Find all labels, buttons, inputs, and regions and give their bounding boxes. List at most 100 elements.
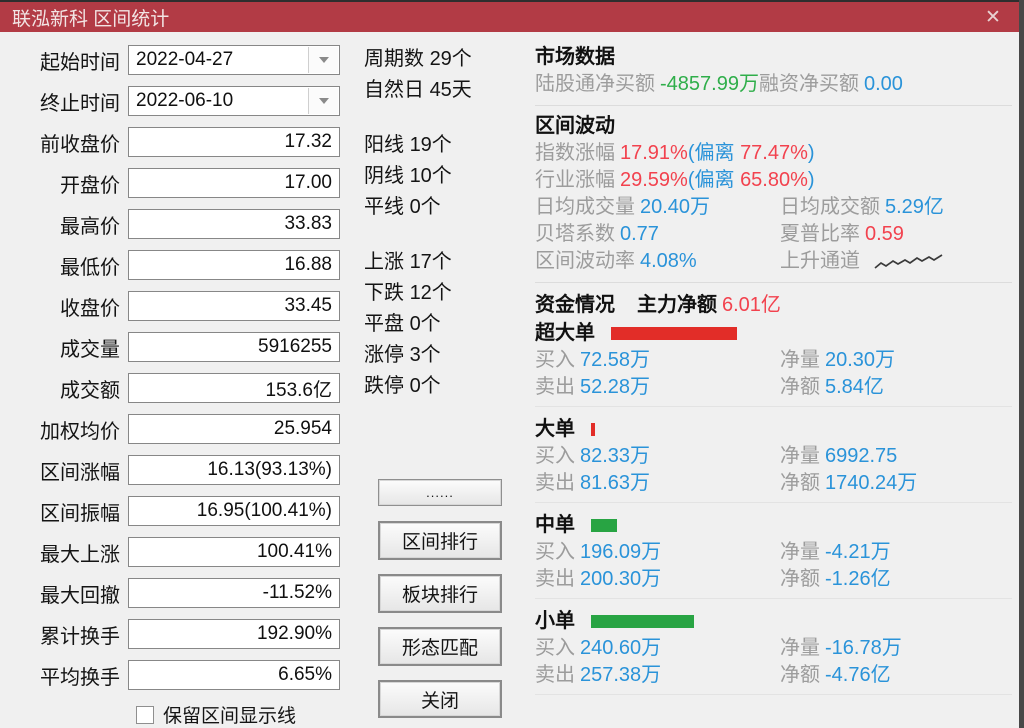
- field-value: 16.13(93.13%): [207, 459, 332, 480]
- cumulative-turnover-field: 192.90%: [128, 619, 340, 649]
- market-data-header: 市场数据: [535, 46, 615, 68]
- close-price-row: 收盘价 33.45: [0, 291, 356, 321]
- low-field: 16.88: [128, 250, 340, 280]
- order-name: 超大单: [535, 322, 595, 344]
- max-rise-field: 100.41%: [128, 537, 340, 567]
- order-net-bar: [591, 519, 617, 532]
- period-stats: 周期数 29个 自然日 45天 阳线 19个 阴线 10个 平线 0个 上涨 1…: [356, 32, 518, 402]
- order-net-bar: [611, 327, 737, 340]
- checkbox-unchecked-icon[interactable]: [136, 705, 154, 724]
- end-date-row: 终止时间 2022-06-10: [0, 86, 356, 116]
- field-value: 153.6亿: [265, 379, 332, 401]
- turnover-row: 成交额 153.6亿: [0, 373, 356, 403]
- stat-flat-candles: 平线 0个: [364, 196, 441, 218]
- window-frame-top: [0, 0, 1024, 2]
- pattern-match-button[interactable]: 形态匹配: [378, 627, 502, 666]
- funds-header: 资金情况: [535, 294, 615, 316]
- keep-range-line-option[interactable]: 保留区间显示线: [136, 701, 356, 728]
- field-label: 累计换手: [40, 625, 120, 648]
- index-gain-row: 指数涨幅 17.91%(偏离 77.47%): [535, 142, 815, 164]
- field-label: 最高价: [60, 215, 120, 238]
- volume-row: 成交量 5916255: [0, 332, 356, 362]
- northbound-margin-row: 陆股通净买额 -4857.99万融资净买额 0.00: [535, 71, 1012, 98]
- chevron-down-icon[interactable]: [308, 47, 338, 73]
- super-large-order-block: 超大单 买入 72.58万 净量 20.30万 卖出 52.28万 净额 5.84亿: [535, 320, 1012, 407]
- field-value: 16.95(100.41%): [196, 500, 332, 521]
- field-label: 起始时间: [40, 51, 120, 74]
- order-sell-row: 卖出 257.38万 净额 -4.76亿: [535, 664, 891, 686]
- statistics-form: 起始时间 2022-04-27 终止时间 2022-06-10 前收盘价 17.…: [0, 32, 356, 728]
- field-value: 192.90%: [256, 623, 332, 644]
- close-price-field: 33.45: [128, 291, 340, 321]
- range-ranking-button[interactable]: 区间排行: [378, 521, 502, 560]
- field-label: 开盘价: [60, 174, 120, 197]
- window-title: 联泓新科 区间统计: [12, 8, 170, 30]
- volume-field: 5916255: [128, 332, 340, 362]
- field-label: 终止时间: [40, 92, 120, 115]
- stat-bullish-candles: 阳线 19个: [364, 134, 452, 156]
- stat-flat-days: 平盘 0个: [364, 313, 441, 335]
- field-label: 最大上涨: [40, 543, 120, 566]
- range-gain-field: 16.13(93.13%): [128, 455, 340, 485]
- high-row: 最高价 33.83: [0, 209, 356, 239]
- open-field: 17.00: [128, 168, 340, 198]
- field-value: 16.88: [284, 254, 332, 275]
- field-value: 17.00: [284, 172, 332, 193]
- max-drawdown-row: 最大回撤 -11.52%: [0, 578, 356, 608]
- stat-down-days: 下跌 12个: [364, 282, 452, 304]
- end-date-combo[interactable]: 2022-06-10: [128, 86, 340, 116]
- stat-periods: 周期数 29个: [364, 48, 472, 70]
- uptrend-channel-icon: [874, 253, 943, 269]
- range-volatility-row: 区间波动率 4.08% 上升通道: [535, 248, 1012, 275]
- market-info-panel: 市场数据 陆股通净买额 -4857.99万融资净买额 0.00 区间波动 指数涨幅 1…: [535, 32, 1012, 704]
- field-value: 6.65%: [278, 664, 332, 685]
- margin-buy-value: 0.00: [863, 73, 903, 95]
- period-stats-panel: 周期数 29个 自然日 45天 阳线 19个 阴线 10个 平线 0个 上涨 1…: [356, 32, 518, 728]
- prev-close-row: 前收盘价 17.32: [0, 127, 356, 157]
- prev-close-field: 17.32: [128, 127, 340, 157]
- sector-ranking-button[interactable]: 板块排行: [378, 574, 502, 613]
- vwap-field: 25.954: [128, 414, 340, 444]
- stat-up-days: 上涨 17个: [364, 251, 452, 273]
- stat-limit-down-days: 跌停 0个: [364, 375, 441, 397]
- field-value: 33.45: [284, 295, 332, 316]
- range-volatility-header: 区间波动: [535, 115, 615, 137]
- small-order-block: 小单 买入 240.60万 净量 -16.78万 卖出 257.38万 净额 -4.76…: [535, 608, 1012, 695]
- field-label: 区间涨幅: [40, 461, 120, 484]
- range-amplitude-row: 区间振幅 16.95(100.41%): [0, 496, 356, 526]
- field-label: 最大回撤: [40, 584, 120, 607]
- field-label: 最低价: [60, 256, 120, 279]
- chevron-down-icon[interactable]: [308, 88, 338, 114]
- order-net-bar: [591, 615, 694, 628]
- high-field: 33.83: [128, 209, 340, 239]
- order-name: 中单: [535, 514, 575, 536]
- northbound-value: -4857.99万: [660, 73, 759, 95]
- start-date-combo[interactable]: 2022-04-27: [128, 45, 340, 75]
- order-buy-row: 买入 72.58万 净量 20.30万: [535, 349, 896, 371]
- start-date-value: 2022-04-27: [136, 49, 234, 70]
- stat-bearish-candles: 阴线 10个: [364, 165, 452, 187]
- close-button[interactable]: 关闭: [378, 680, 502, 718]
- main-net-value: 6.01亿: [722, 294, 781, 316]
- field-value: -11.52%: [262, 582, 332, 603]
- close-icon[interactable]: ✕: [985, 6, 1001, 28]
- industry-gain-row: 行业涨幅 29.59%(偏离 65.80%): [535, 169, 815, 191]
- avg-turnover-field: 6.65%: [128, 660, 340, 690]
- large-order-block: 大单 买入 82.33万 净量 6992.75 卖出 81.63万 净额 1740.24…: [535, 416, 1012, 503]
- order-name: 小单: [535, 610, 575, 632]
- low-row: 最低价 16.88: [0, 250, 356, 280]
- order-sell-row: 卖出 200.30万 净额 -1.26亿: [535, 568, 891, 590]
- more-button[interactable]: ......: [378, 479, 502, 506]
- field-value: 5916255: [258, 336, 332, 357]
- order-buy-row: 买入 196.09万 净量 -4.21万: [535, 541, 891, 563]
- field-value: 33.83: [284, 213, 332, 234]
- beta-sharpe-row: 贝塔系数 0.77 夏普比率 0.59: [535, 223, 904, 245]
- order-name: 大单: [535, 418, 575, 440]
- northbound-label: 陆股通净买额: [535, 73, 655, 95]
- medium-order-block: 中单 买入 196.09万 净量 -4.21万 卖出 200.30万 净额 -1.26亿: [535, 512, 1012, 599]
- order-buy-row: 买入 82.33万 净量 6992.75: [535, 445, 898, 467]
- field-label: 成交量: [60, 338, 120, 361]
- section-divider: [535, 105, 1012, 106]
- funds-header-row: 资金情况 主力净额 6.01亿: [535, 290, 1012, 320]
- field-value: 17.32: [284, 131, 332, 152]
